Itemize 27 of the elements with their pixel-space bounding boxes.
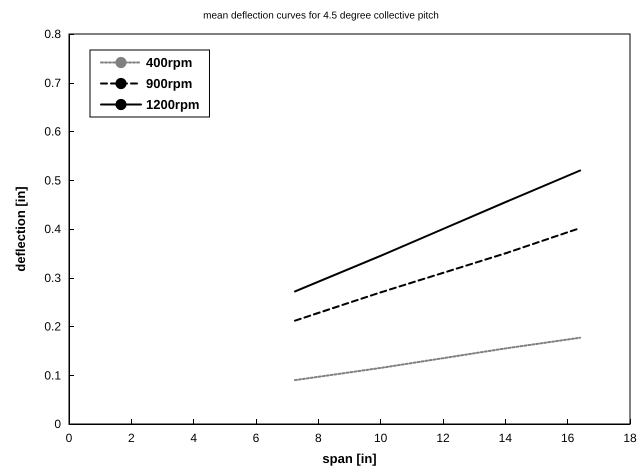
x-tick-label: 2: [128, 431, 135, 445]
y-tick-label: 0.7: [44, 76, 62, 90]
legend-label: 1200rpm: [146, 97, 200, 112]
legend-label: 900rpm: [146, 76, 192, 91]
x-tick-label: 10: [374, 431, 388, 445]
line-series: [294, 170, 582, 292]
y-tick-label: 0.8: [44, 27, 62, 41]
y-axis-title: deflection [in]: [13, 186, 28, 272]
x-tick-label: 8: [314, 431, 322, 445]
x-tick-label: 6: [252, 431, 260, 445]
chart-title: mean deflection curves for 4.5 degree collective pitch: [203, 10, 439, 22]
y-tick-label: 0.3: [44, 270, 62, 285]
x-axis-title: span [in]: [322, 451, 377, 466]
y-tick-label: 0.5: [44, 173, 62, 188]
x-tick-label: 12: [436, 431, 450, 445]
x-tick-label: 4: [190, 431, 198, 445]
x-tick-label: 14: [498, 431, 512, 445]
y-tick-label: 0: [54, 417, 62, 431]
x-tick-label: 0: [66, 431, 73, 445]
y-tick-label: 0.4: [44, 222, 62, 236]
x-tick-label: 16: [560, 431, 575, 445]
y-tick-label: 0.2: [44, 320, 62, 334]
x-tick-label: 18: [623, 431, 637, 445]
y-tick-label: 0.1: [44, 368, 62, 382]
y-tick-label: 0.6: [44, 124, 62, 138]
legend-label: 400rpm: [146, 55, 192, 70]
line-series: [294, 336, 582, 382]
